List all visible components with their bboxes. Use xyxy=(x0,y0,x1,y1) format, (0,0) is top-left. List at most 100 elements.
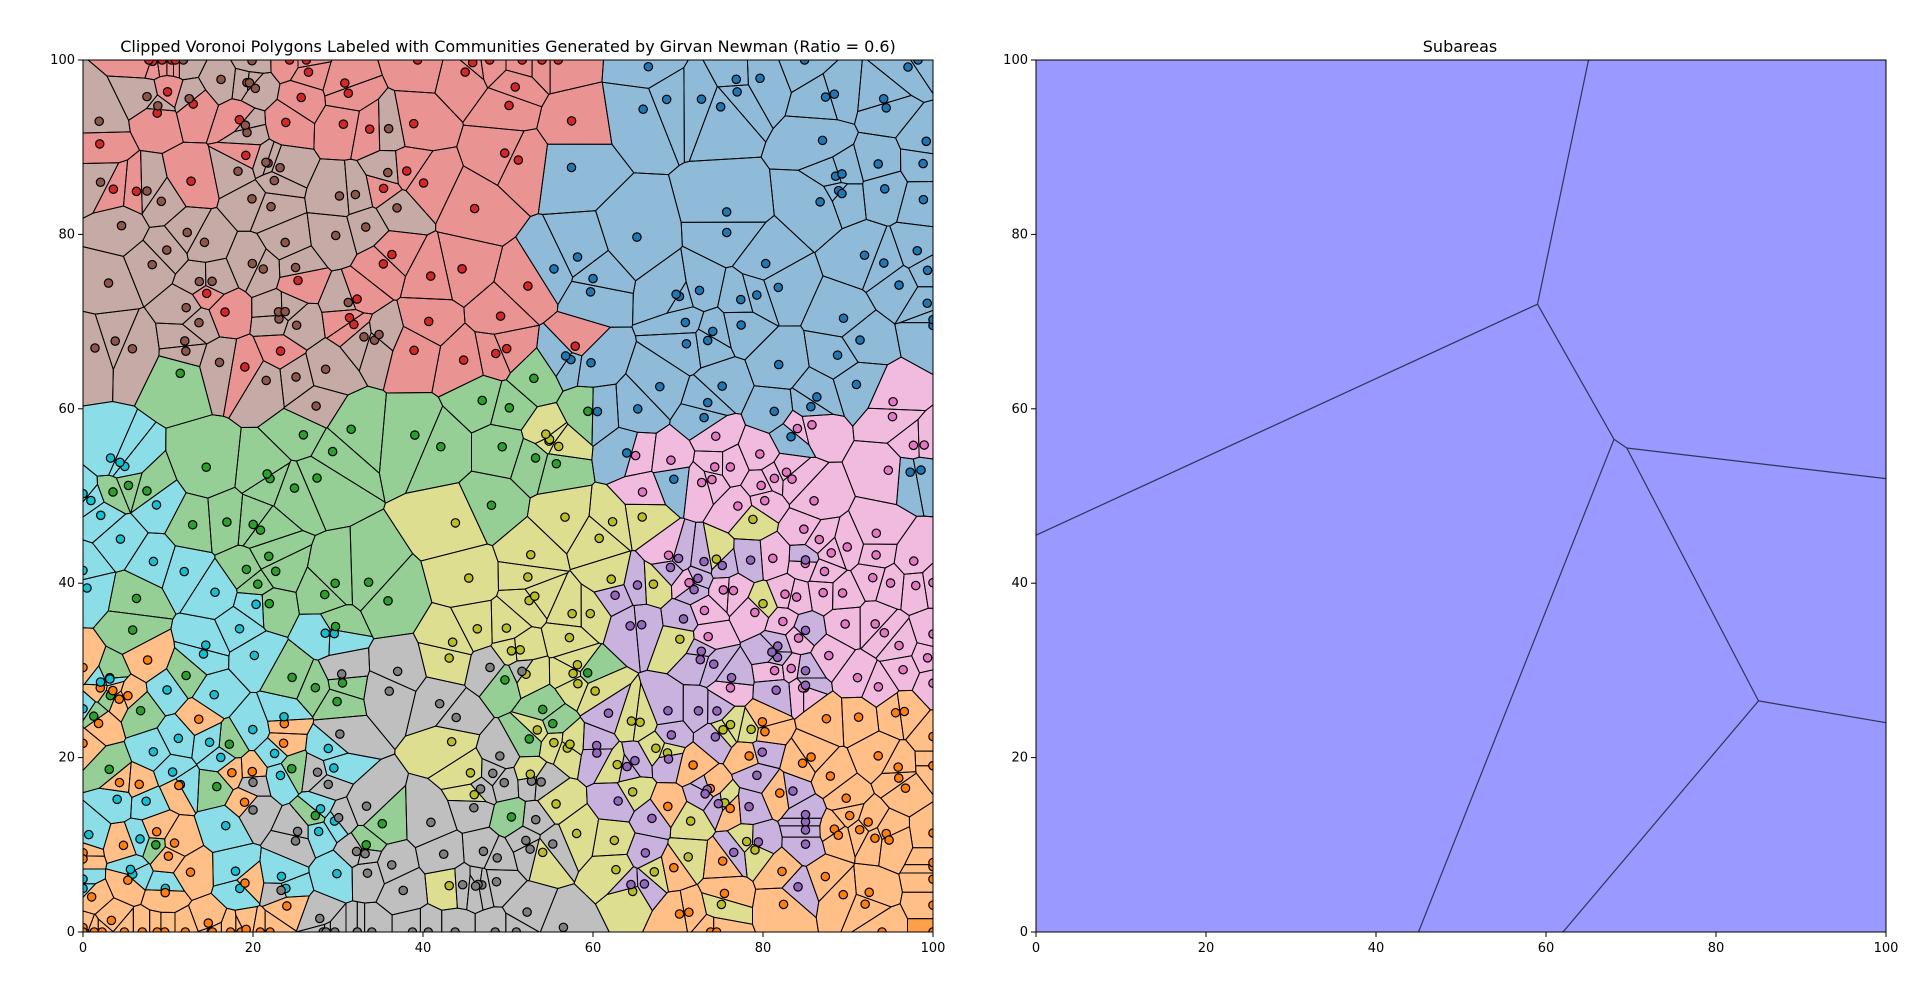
site-point-brown xyxy=(244,78,255,88)
site-point-purple xyxy=(636,619,647,630)
site-point-purple xyxy=(800,825,811,835)
site-point-green xyxy=(383,596,393,606)
site-point-green xyxy=(500,675,510,685)
site-point-olive xyxy=(718,725,728,735)
site-point-red xyxy=(186,176,196,186)
site-point-purple xyxy=(771,685,781,696)
voronoi-cell-olive xyxy=(526,484,593,555)
site-point-pink xyxy=(867,572,878,583)
site-point-pink xyxy=(871,528,882,539)
voronoi-cell-gray xyxy=(317,647,371,681)
y-tick-label: 60 xyxy=(1011,402,1028,417)
site-point-red xyxy=(349,319,359,330)
site-point-green xyxy=(497,441,508,452)
site-point-blue xyxy=(922,265,933,276)
site-point-purple xyxy=(639,879,650,889)
site-point-pink xyxy=(792,423,803,434)
site-point-green xyxy=(332,696,342,707)
site-point-pink xyxy=(791,592,802,602)
voronoi-cell-red xyxy=(270,60,299,85)
voronoi-cell-gray xyxy=(329,901,347,932)
voronoi-cell-blue xyxy=(680,374,737,417)
site-point-red xyxy=(513,155,524,165)
site-point-brown xyxy=(291,320,302,331)
site-point-orange xyxy=(108,685,118,696)
site-point-purple xyxy=(793,881,803,892)
voronoi-cell-olive xyxy=(588,481,633,552)
site-point-gray xyxy=(521,835,531,846)
site-point-orange xyxy=(838,889,849,900)
site-point-green xyxy=(477,395,487,406)
site-point-pink xyxy=(787,474,797,484)
site-point-pink xyxy=(870,619,880,629)
site-point-pink xyxy=(725,683,736,693)
site-point-orange xyxy=(247,766,258,777)
voronoi-cell-purple xyxy=(707,688,736,725)
site-point-orange xyxy=(123,690,133,701)
site-point-pink xyxy=(908,440,919,451)
site-point-red xyxy=(338,119,349,129)
site-point-purple xyxy=(800,680,811,691)
site-point-blue xyxy=(680,317,691,328)
site-point-cyan xyxy=(249,650,260,661)
site-point-green xyxy=(289,483,300,493)
site-point-green xyxy=(504,403,515,413)
site-point-orange xyxy=(239,797,250,808)
y-tick-label: 0 xyxy=(1020,925,1028,940)
site-point-cyan xyxy=(167,767,178,777)
site-point-green xyxy=(108,487,118,497)
site-point-orange xyxy=(93,718,104,729)
site-point-brown xyxy=(194,317,204,328)
site-point-purple xyxy=(632,580,643,590)
site-point-orange xyxy=(864,887,875,898)
x-tick-label: 20 xyxy=(245,941,262,956)
site-point-pink xyxy=(786,663,797,674)
site-point-purple xyxy=(630,755,640,766)
site-point-pink xyxy=(725,462,736,472)
site-point-green xyxy=(88,711,99,722)
site-point-pink xyxy=(793,633,804,643)
site-point-purple xyxy=(678,614,689,624)
site-point-gray xyxy=(492,853,503,863)
voronoi-points xyxy=(83,60,933,932)
site-point-cyan xyxy=(105,453,116,463)
site-point-pink xyxy=(637,487,648,497)
site-point-orange xyxy=(797,758,808,769)
site-point-gray xyxy=(457,879,468,890)
site-point-brown xyxy=(142,186,152,196)
site-point-purple xyxy=(710,732,721,742)
site-point-gray xyxy=(495,751,505,761)
site-point-olive xyxy=(635,717,645,728)
site-point-blue xyxy=(912,245,923,256)
site-point-orange xyxy=(118,840,129,851)
site-point-cyan xyxy=(173,733,184,744)
site-point-pink xyxy=(769,665,780,676)
site-point-pink xyxy=(840,619,850,629)
site-point-green xyxy=(286,763,297,774)
site-point-purple xyxy=(626,879,636,890)
site-point-red xyxy=(201,288,212,299)
site-point-red xyxy=(281,117,291,128)
site-point-brown xyxy=(275,162,285,173)
site-point-green xyxy=(104,764,115,775)
site-point-red xyxy=(144,60,154,65)
site-point-blue xyxy=(815,197,825,207)
site-point-brown xyxy=(116,220,127,231)
site-point-brown xyxy=(207,276,217,287)
site-point-gray xyxy=(469,802,479,813)
site-point-orange xyxy=(142,655,153,665)
site-point-olive xyxy=(469,789,480,800)
site-point-pink xyxy=(824,650,834,661)
site-point-pink xyxy=(728,585,739,596)
site-point-olive xyxy=(568,668,578,679)
site-point-gray xyxy=(276,885,286,896)
x-tick-label: 80 xyxy=(755,941,772,956)
site-point-brown xyxy=(334,191,345,201)
site-point-orange xyxy=(870,833,880,844)
site-point-purple xyxy=(603,708,614,718)
site-point-pink xyxy=(819,566,830,577)
site-point-blue xyxy=(717,381,728,391)
voronoi-cell-blue xyxy=(591,383,620,448)
site-point-gray xyxy=(398,885,409,896)
site-point-red xyxy=(457,264,467,274)
